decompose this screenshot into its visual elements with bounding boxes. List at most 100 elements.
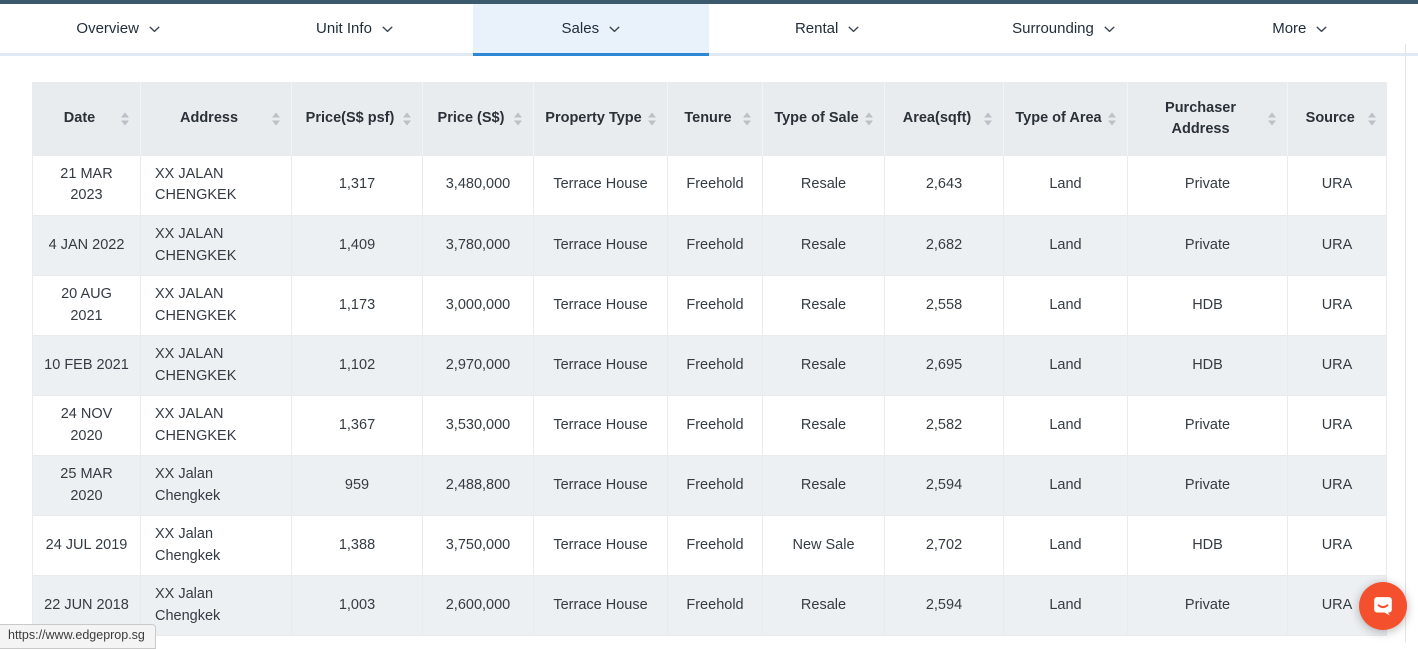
column-header-address[interactable]: Address <box>140 82 292 156</box>
cell-source: URA <box>1287 335 1387 396</box>
cell-source: URA <box>1287 275 1387 336</box>
top-accent-bar <box>0 0 1418 4</box>
column-header-price-s-psf[interactable]: Price(S$ psf) <box>291 82 423 156</box>
column-header-area-sqft[interactable]: Area(sqft) <box>884 82 1004 156</box>
cell-date: 24 JUL 2019 <box>32 515 141 576</box>
cell-price-s: 3,000,000 <box>422 275 534 336</box>
cell-address: XX JALAN CHENGKEK <box>140 155 292 216</box>
sort-arrows-icon[interactable] <box>1367 112 1376 126</box>
column-header-label: Address <box>179 110 239 127</box>
cell-price-s-psf: 1,367 <box>291 395 423 456</box>
cell-type-of-sale: Resale <box>762 395 885 456</box>
cell-type-of-area: Land <box>1003 455 1128 516</box>
nav-tab-unit-info[interactable]: Unit Info <box>236 4 472 56</box>
cell-address: XX JALAN CHENGKEK <box>140 395 292 456</box>
sort-arrows-icon[interactable] <box>743 112 751 126</box>
column-header-source[interactable]: Source <box>1287 82 1387 156</box>
chevron-down-icon <box>609 26 620 33</box>
cell-address: XX JALAN CHENGKEK <box>140 335 292 396</box>
table-header-row: Date Address Price(S$ psf) Price (S$) Proper… <box>32 82 1387 156</box>
column-header-property-type[interactable]: Property Type <box>533 82 668 156</box>
transaction-row: 10 FEB 2021 XX JALAN CHENGKEK 1,102 2,970,0… <box>32 335 1387 396</box>
column-header-label: Source <box>1305 110 1355 127</box>
section-tab-nav: Overview Unit Info Sales Rental Surrounding M… <box>0 4 1418 56</box>
cell-price-s-psf: 1,003 <box>291 575 423 636</box>
cell-tenure: Freehold <box>667 395 763 456</box>
column-header-label: Tenure <box>684 110 732 127</box>
cell-date: 20 AUG 2021 <box>32 275 141 336</box>
transaction-row: 25 MAR 2020 XX Jalan Chengkek 959 2,488,800… <box>32 455 1387 516</box>
cell-address: XX Jalan Chengkek <box>140 455 292 516</box>
sort-arrows-icon[interactable] <box>865 112 873 126</box>
cell-type-of-sale: New Sale <box>762 515 885 576</box>
column-header-price-s[interactable]: Price (S$) <box>422 82 534 156</box>
cell-source: URA <box>1287 515 1387 576</box>
cell-price-s-psf: 1,388 <box>291 515 423 576</box>
nav-tab-sales[interactable]: Sales <box>472 4 709 56</box>
cell-price-s: 2,488,800 <box>422 455 534 516</box>
cell-area-sqft: 2,594 <box>884 575 1004 636</box>
sort-arrows-icon[interactable] <box>1268 112 1276 126</box>
cell-type-of-area: Land <box>1003 275 1128 336</box>
cell-area-sqft: 2,682 <box>884 215 1004 276</box>
cell-area-sqft: 2,594 <box>884 455 1004 516</box>
cell-tenure: Freehold <box>667 215 763 276</box>
cell-property-type: Terrace House <box>533 395 668 456</box>
cell-type-of-sale: Resale <box>762 575 885 636</box>
column-header-label: Price(S$ psf) <box>305 110 395 127</box>
sort-arrows-icon[interactable] <box>984 112 992 126</box>
cell-type-of-area: Land <box>1003 515 1128 576</box>
column-header-tenure[interactable]: Tenure <box>667 82 763 156</box>
column-header-label: Type of Area <box>1015 110 1102 127</box>
nav-tab-overview[interactable]: Overview <box>0 4 236 56</box>
cell-type-of-area: Land <box>1003 155 1128 216</box>
cell-tenure: Freehold <box>667 275 763 336</box>
cell-area-sqft: 2,695 <box>884 335 1004 396</box>
transaction-row: 24 JUL 2019 XX Jalan Chengkek 1,388 3,750,0… <box>32 515 1387 576</box>
cell-property-type: Terrace House <box>533 155 668 216</box>
cell-purchaser-address: HDB <box>1127 335 1288 396</box>
sort-arrows-icon[interactable] <box>121 112 129 126</box>
transaction-row: 22 JUN 2018 XX Jalan Chengkek 1,003 2,600,0… <box>32 575 1387 636</box>
cell-property-type: Terrace House <box>533 515 668 576</box>
cell-source: URA <box>1287 215 1387 276</box>
column-header-date[interactable]: Date <box>32 82 141 156</box>
cell-address: XX JALAN CHENGKEK <box>140 215 292 276</box>
nav-tab-rental[interactable]: Rental <box>709 4 945 56</box>
cell-property-type: Terrace House <box>533 455 668 516</box>
cell-address: XX Jalan Chengkek <box>140 515 292 576</box>
cell-type-of-sale: Resale <box>762 155 885 216</box>
chat-launcher-button[interactable] <box>1359 582 1407 630</box>
cell-type-of-sale: Resale <box>762 335 885 396</box>
cell-type-of-area: Land <box>1003 395 1128 456</box>
column-header-label: Property Type <box>545 110 642 127</box>
column-header-type-of-area[interactable]: Type of Area <box>1003 82 1128 156</box>
column-header-label: Price (S$) <box>437 110 505 127</box>
cell-tenure: Freehold <box>667 575 763 636</box>
cell-purchaser-address: Private <box>1127 575 1288 636</box>
sort-arrows-icon[interactable] <box>648 112 656 126</box>
nav-tab-label: Surrounding <box>1012 20 1094 37</box>
cell-source: URA <box>1287 395 1387 456</box>
chevron-down-icon <box>149 26 160 33</box>
sort-arrows-icon[interactable] <box>272 112 280 126</box>
column-header-purchaser-address[interactable]: Purchaser Address <box>1127 82 1288 156</box>
nav-tab-label: Overview <box>76 20 139 37</box>
column-header-label: Type of Sale <box>774 110 859 127</box>
cell-price-s: 2,600,000 <box>422 575 534 636</box>
nav-tab-surrounding[interactable]: Surrounding <box>945 4 1181 56</box>
cell-area-sqft: 2,558 <box>884 275 1004 336</box>
sort-arrows-icon[interactable] <box>403 112 411 126</box>
sort-arrows-icon[interactable] <box>1108 112 1116 126</box>
cell-price-s: 2,970,000 <box>422 335 534 396</box>
cell-tenure: Freehold <box>667 155 763 216</box>
cell-purchaser-address: HDB <box>1127 275 1288 336</box>
column-header-type-of-sale[interactable]: Type of Sale <box>762 82 885 156</box>
cell-purchaser-address: HDB <box>1127 515 1288 576</box>
cell-price-s: 3,530,000 <box>422 395 534 456</box>
nav-tab-more[interactable]: More <box>1182 4 1418 56</box>
cell-type-of-sale: Resale <box>762 275 885 336</box>
sort-arrows-icon[interactable] <box>514 112 522 126</box>
transaction-row: 21 MAR 2023 XX JALAN CHENGKEK 1,317 3,480,0… <box>32 155 1387 216</box>
cell-property-type: Terrace House <box>533 275 668 336</box>
